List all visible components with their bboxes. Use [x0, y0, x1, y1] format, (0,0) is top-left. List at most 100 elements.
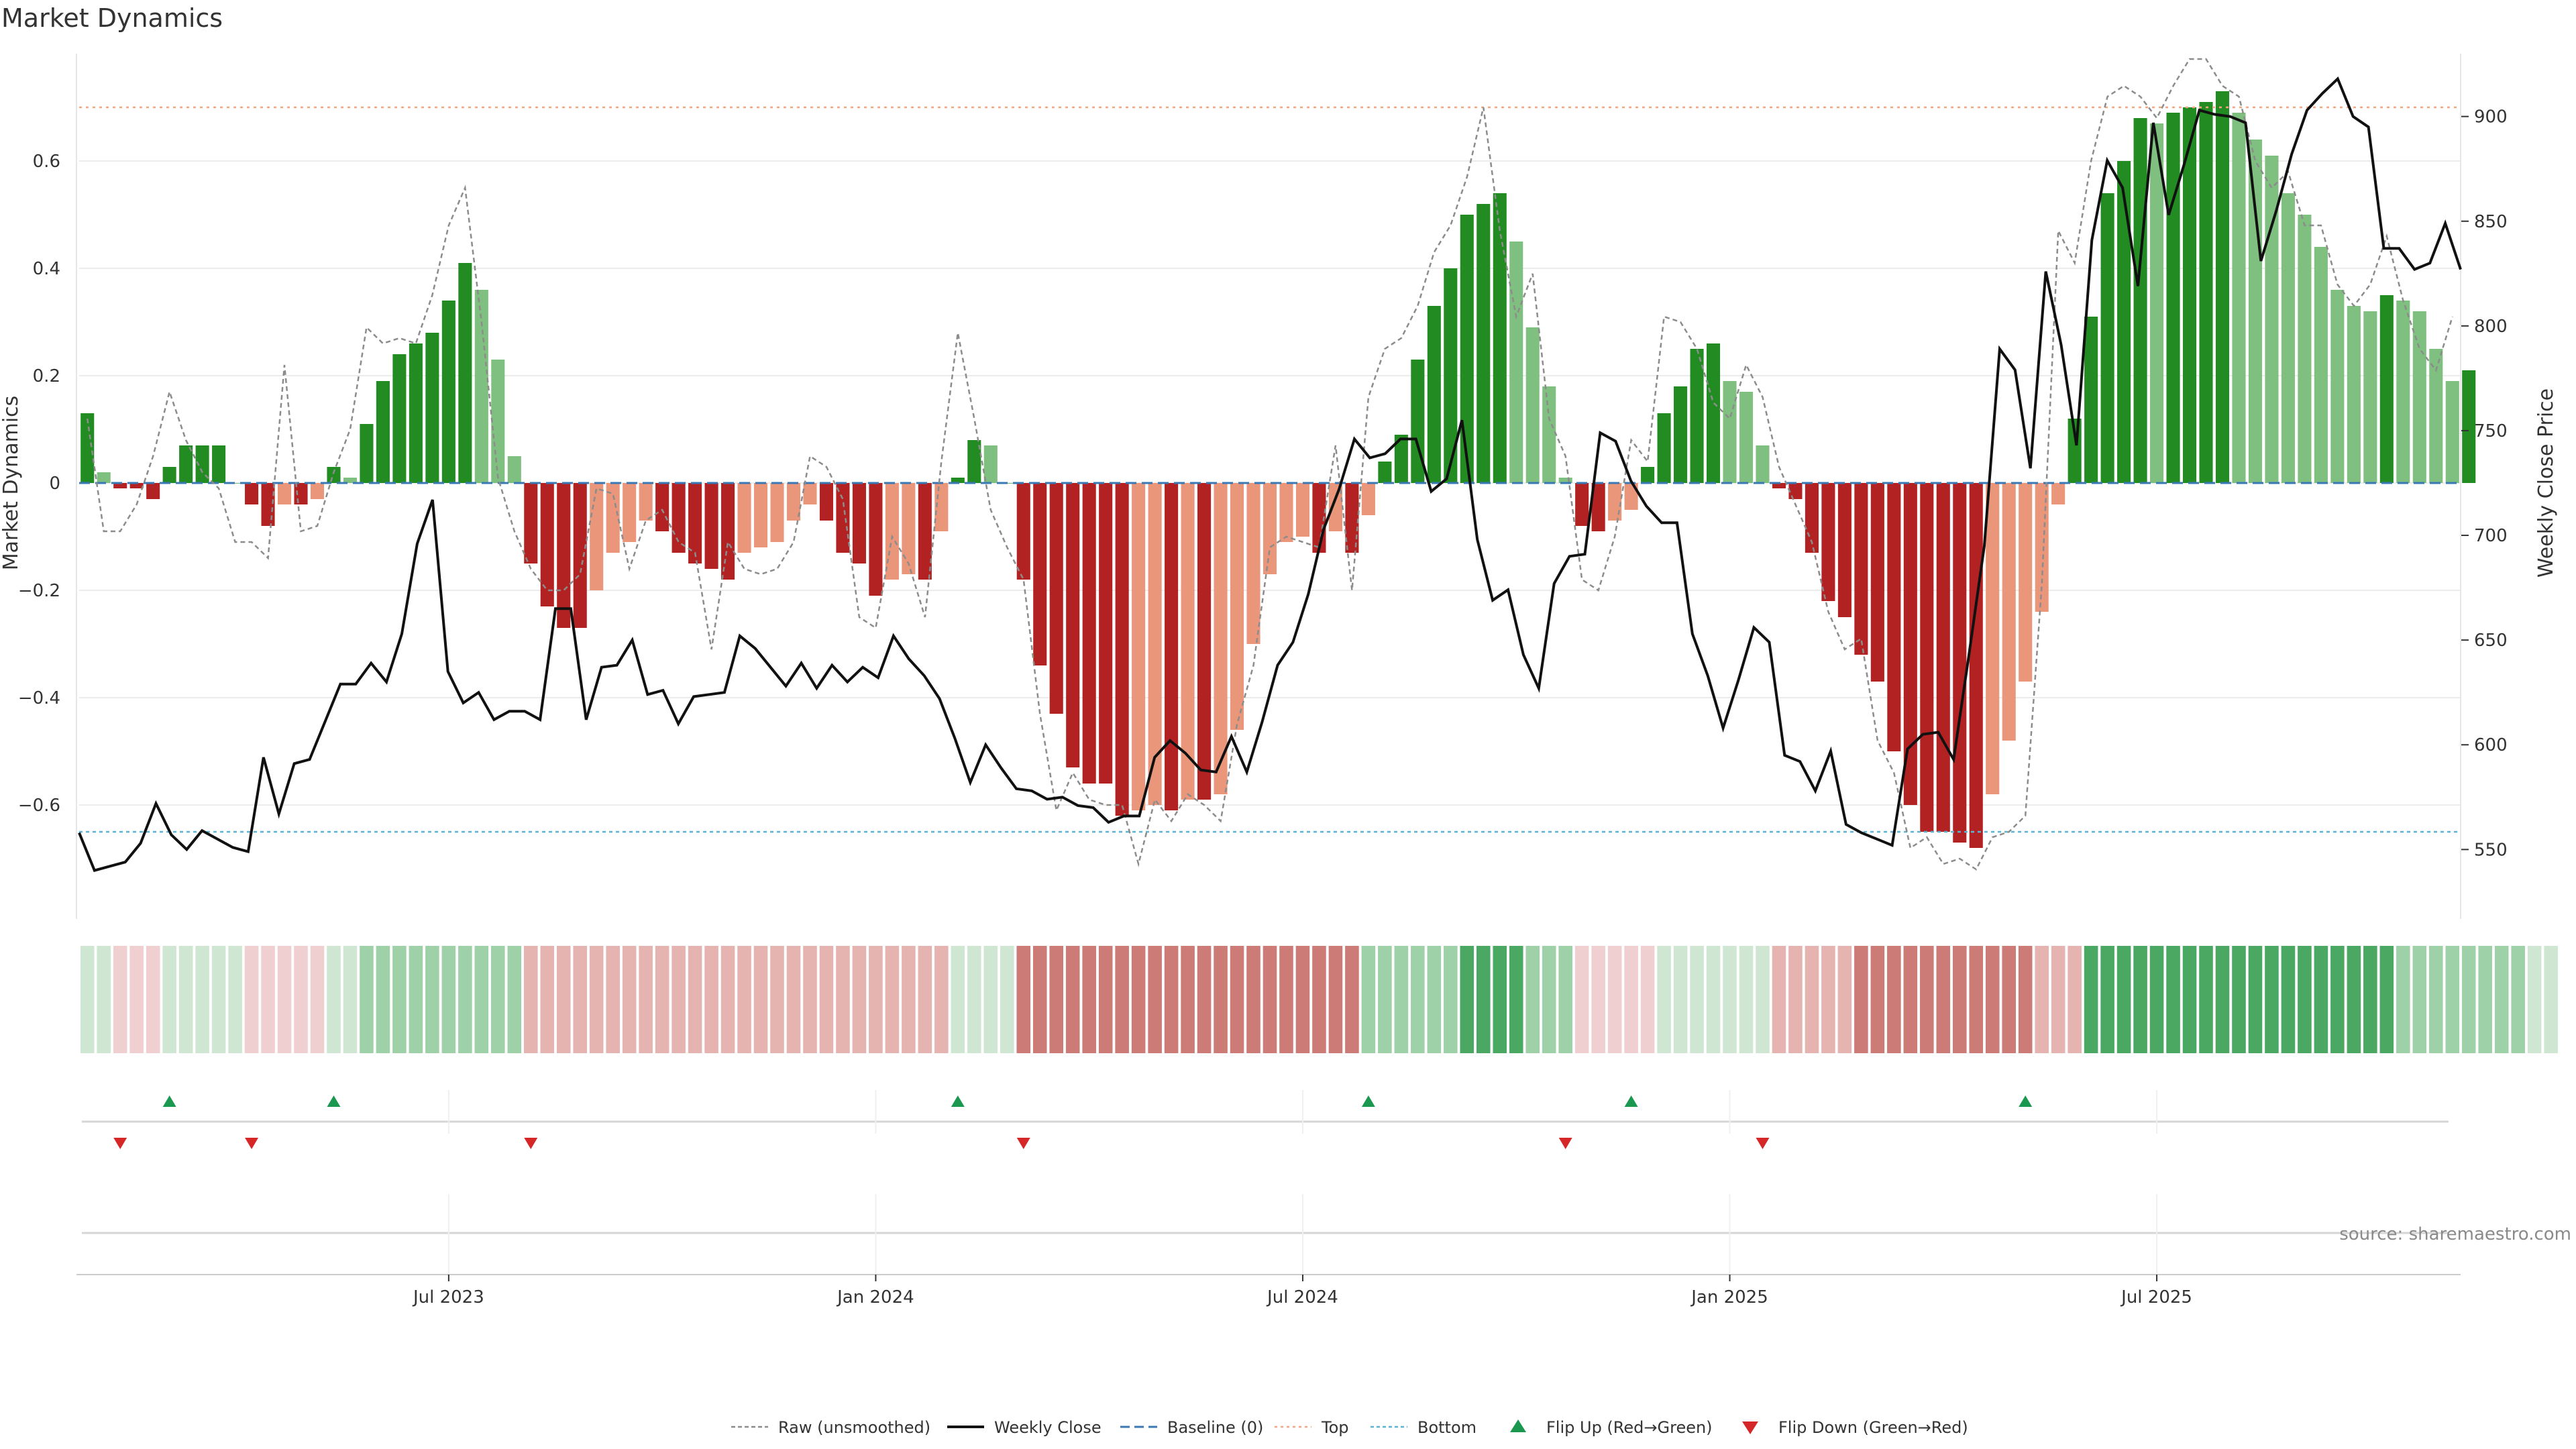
bar — [2281, 193, 2295, 483]
strip-cell — [1345, 946, 1359, 1053]
strip-cell — [1542, 946, 1556, 1053]
bar — [1509, 241, 1523, 483]
strip-cell — [1525, 946, 1540, 1053]
strip-cell — [2215, 946, 2230, 1053]
strip-cell — [195, 946, 209, 1053]
strip-cell — [294, 946, 308, 1053]
bar — [1263, 483, 1277, 574]
strip-cell — [1558, 946, 1572, 1053]
strip-cell — [2298, 946, 2312, 1053]
strip-cell — [162, 946, 176, 1053]
strip-cell — [1411, 946, 1425, 1053]
bar — [1099, 483, 1113, 784]
strip-cell — [1214, 946, 1228, 1053]
strip-cell — [1887, 946, 1901, 1053]
strip-cell — [2248, 946, 2263, 1053]
strip-cell — [753, 946, 768, 1053]
strip-cell — [1295, 946, 1310, 1053]
strip-cell — [934, 946, 949, 1053]
strip-cell — [261, 946, 275, 1053]
bar — [1542, 386, 1556, 483]
bar — [1033, 483, 1047, 665]
bar — [1345, 483, 1359, 553]
strip-cell — [474, 946, 489, 1053]
left-y-axis: −0.6 −0.4 −0.2 0 0.2 0.4 0.6 — [18, 54, 77, 919]
bar — [2215, 91, 2230, 483]
bar — [1115, 483, 1129, 816]
bar — [2379, 295, 2394, 483]
strip-cell — [869, 946, 883, 1053]
strip-cell — [2379, 946, 2394, 1053]
bar — [2462, 370, 2476, 483]
strip-cell — [1493, 946, 1507, 1053]
bar — [392, 354, 407, 483]
strip-cell — [836, 946, 850, 1053]
bar — [2298, 215, 2312, 483]
bar — [310, 483, 325, 499]
bar — [129, 483, 144, 488]
strip-cell — [1821, 946, 1835, 1053]
strip-cell — [1164, 946, 1179, 1053]
strip-cell — [441, 946, 456, 1053]
y2-tick-label: 700 — [2474, 526, 2508, 546]
bar — [1591, 483, 1605, 531]
strip-cell — [1969, 946, 1984, 1053]
y2-tick-label: 650 — [2474, 631, 2508, 651]
legend-label: Raw (unsmoothed) — [778, 1418, 930, 1437]
price-and-raw-lines — [78, 58, 2462, 872]
bar — [786, 483, 801, 521]
right-y-axis: 550 600 650 700 750 800 850 900 — [2460, 54, 2508, 919]
strip-cell — [376, 946, 390, 1053]
strip-cell — [2428, 946, 2443, 1053]
strip-cell — [1607, 946, 1622, 1053]
bar — [1969, 483, 1983, 848]
strip-cell — [310, 946, 325, 1053]
bar — [1197, 483, 1212, 800]
strip-cell — [902, 946, 916, 1053]
strip-cell — [1837, 946, 1852, 1053]
strip-cell — [951, 946, 965, 1053]
strip-cell — [1197, 946, 1212, 1053]
strip-cell — [983, 946, 998, 1053]
y-tick-label: 0.2 — [33, 366, 60, 386]
strip-cell — [2035, 946, 2049, 1053]
strip-cell — [2133, 946, 2147, 1053]
bar — [655, 483, 669, 531]
strip-cell — [803, 946, 817, 1053]
flip-up-marker — [1361, 1095, 1375, 1107]
strip-cell — [1312, 946, 1326, 1053]
bar — [507, 456, 521, 483]
bar — [737, 483, 751, 553]
bar — [1427, 306, 1441, 483]
strip-cell — [2314, 946, 2328, 1053]
strip-cell — [1739, 946, 1754, 1053]
y2-tick-label: 900 — [2474, 107, 2508, 127]
bar — [2019, 483, 2033, 682]
strip-cell — [672, 946, 686, 1053]
bar — [1493, 193, 1507, 483]
strip-cell — [1427, 946, 1442, 1053]
strip-cell — [622, 946, 637, 1053]
strip-cell — [1952, 946, 1967, 1053]
strip-cell — [360, 946, 374, 1053]
bar — [2396, 301, 2410, 483]
strip-cell — [523, 946, 538, 1053]
flip-down-marker — [1558, 1138, 1572, 1149]
strip-cell — [2068, 946, 2082, 1053]
bar — [113, 483, 127, 488]
flip-down-marker — [1756, 1138, 1770, 1149]
strip-cell — [1624, 946, 1638, 1053]
strip-cell — [1772, 946, 1786, 1053]
bar — [2347, 306, 2361, 483]
strip-cell — [1065, 946, 1080, 1053]
bar — [491, 360, 505, 483]
chart-title: Market Dynamics — [1, 3, 223, 33]
bar — [1295, 483, 1310, 537]
strip-cell — [1181, 946, 1195, 1053]
strip-cell — [211, 946, 226, 1053]
legend-label: Baseline (0) — [1167, 1418, 1263, 1437]
bar — [1444, 268, 1458, 483]
strip-cell — [228, 946, 242, 1053]
bar — [261, 483, 275, 526]
strip-cell — [720, 946, 735, 1053]
